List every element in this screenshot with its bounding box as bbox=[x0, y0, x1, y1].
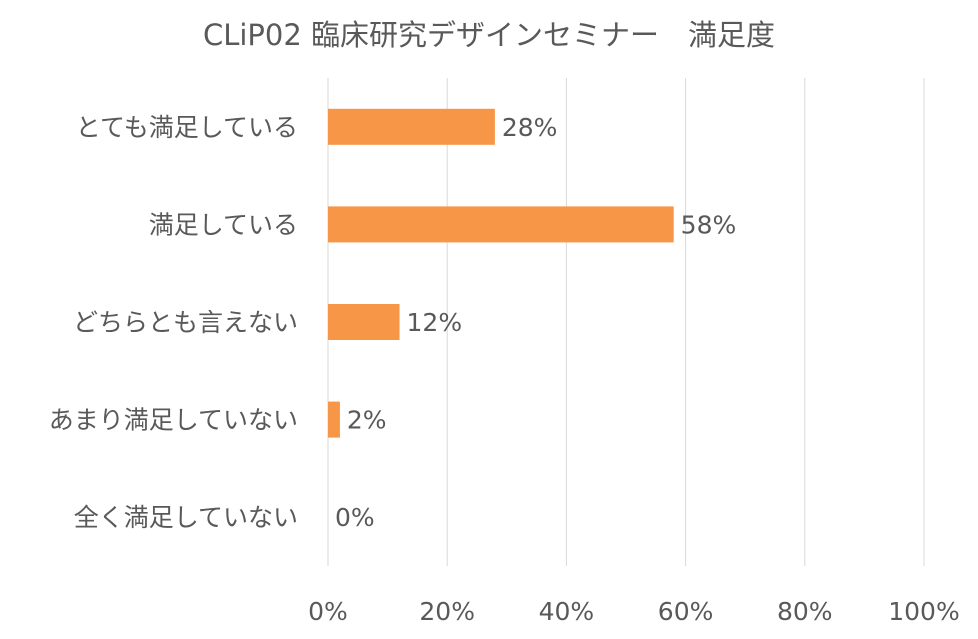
data-label: 58% bbox=[681, 210, 737, 239]
category-label: あまり満足していない bbox=[49, 406, 298, 435]
data-label: 2% bbox=[347, 406, 387, 435]
bar bbox=[328, 401, 340, 438]
bar bbox=[328, 206, 674, 243]
x-tick-label: 60% bbox=[658, 597, 714, 626]
bar bbox=[328, 304, 400, 340]
x-tick-label: 20% bbox=[419, 597, 475, 626]
data-label: 12% bbox=[407, 308, 463, 337]
category-label: 全く満足していない bbox=[74, 503, 298, 532]
category-label: 満足している bbox=[149, 210, 298, 239]
chart-title: CLiP02 臨床研究デザインセミナー 満足度 bbox=[202, 18, 776, 52]
bar bbox=[328, 108, 495, 145]
x-tick-label: 80% bbox=[777, 597, 833, 626]
category-label: どちらとも言えない bbox=[73, 308, 298, 337]
category-label: とても満足している bbox=[76, 113, 298, 142]
x-tick-label: 0% bbox=[308, 597, 348, 626]
data-label: 0% bbox=[335, 503, 375, 532]
x-tick-label: 40% bbox=[539, 597, 595, 626]
data-label: 28% bbox=[502, 113, 558, 142]
x-tick-label: 100% bbox=[888, 597, 959, 626]
